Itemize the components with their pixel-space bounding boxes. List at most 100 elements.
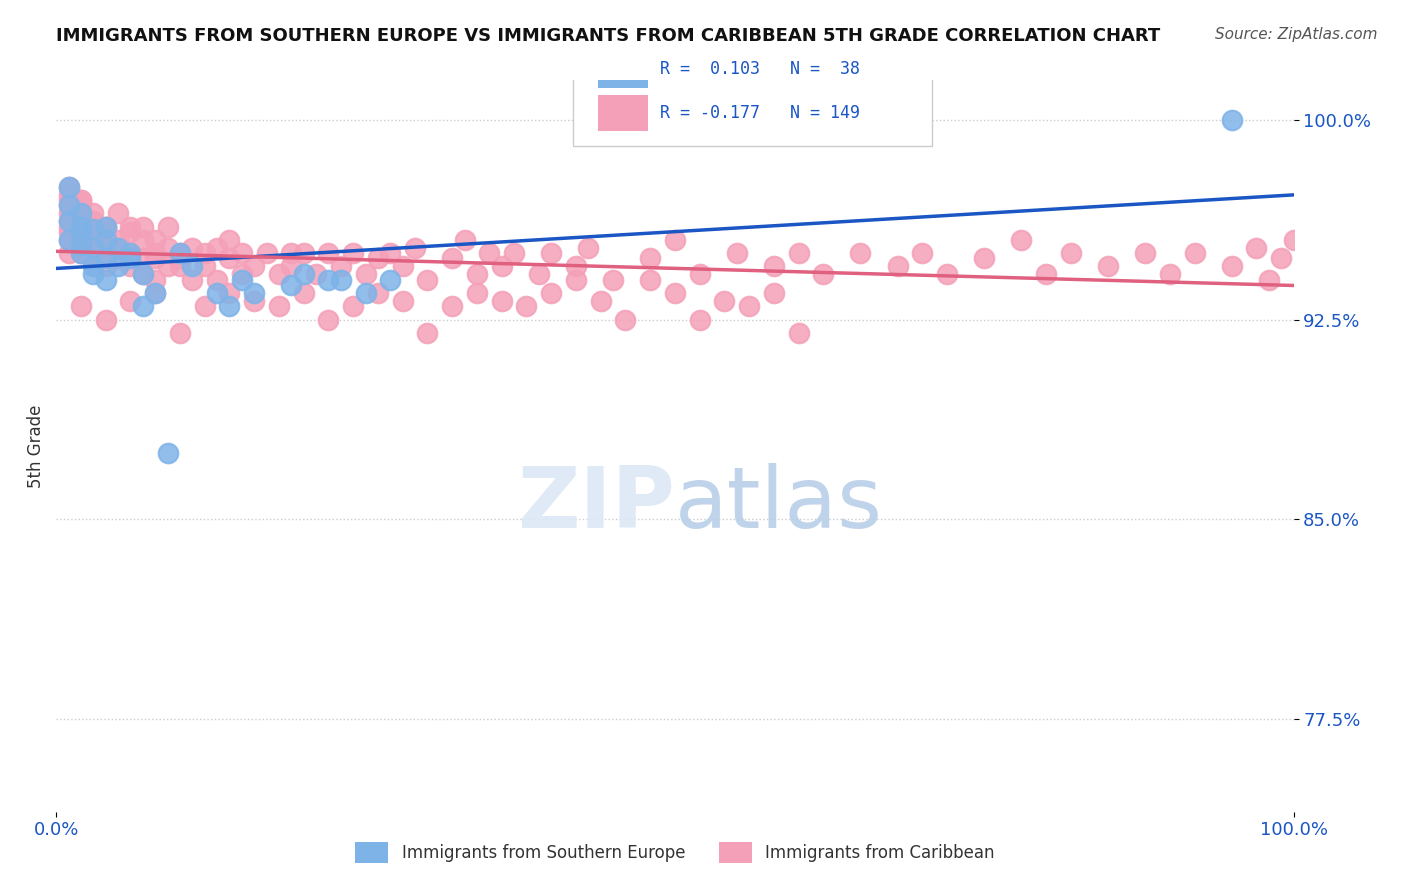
Point [82, 246, 104, 260]
Point [58, 206, 80, 220]
Point [132, 219, 155, 234]
Point [94, 260, 117, 274]
Point [664, 286, 686, 301]
Point [120, 246, 142, 260]
Point [787, 246, 810, 260]
Point [58, 214, 80, 228]
Point [70, 225, 93, 239]
Point [70, 246, 93, 260]
Text: Source: ZipAtlas.com: Source: ZipAtlas.com [1215, 27, 1378, 42]
Point [886, 260, 908, 274]
Point [478, 246, 501, 260]
Point [82, 206, 104, 220]
Point [329, 260, 352, 274]
Point [565, 260, 588, 274]
Point [58, 193, 80, 207]
Point [267, 299, 290, 313]
Point [1097, 260, 1119, 274]
Point [156, 260, 179, 274]
Point [70, 193, 93, 207]
Point [280, 260, 302, 274]
Point [231, 268, 253, 282]
Point [280, 278, 302, 293]
Point [318, 246, 340, 260]
Text: R =  0.103   N =  38: R = 0.103 N = 38 [659, 61, 860, 78]
Point [1270, 252, 1292, 266]
Point [416, 326, 439, 340]
Point [58, 246, 80, 260]
Point [1060, 246, 1083, 260]
Point [82, 260, 104, 274]
Point [194, 260, 217, 274]
Point [849, 246, 872, 260]
Point [787, 326, 810, 340]
Point [218, 233, 240, 247]
Point [82, 233, 104, 247]
Point [243, 286, 266, 301]
Point [107, 241, 129, 255]
Point [132, 233, 155, 247]
Point [132, 268, 155, 282]
Point [911, 246, 934, 260]
Point [689, 268, 711, 282]
Point [70, 193, 93, 207]
Point [94, 273, 117, 287]
Point [120, 225, 142, 239]
Point [70, 206, 93, 220]
Point [120, 260, 142, 274]
Point [503, 246, 526, 260]
Point [614, 312, 637, 326]
Point [156, 241, 179, 255]
Text: atlas: atlas [675, 463, 883, 546]
Point [169, 252, 191, 266]
Point [1257, 273, 1279, 287]
Point [602, 273, 624, 287]
Point [1133, 246, 1156, 260]
Point [342, 299, 364, 313]
Point [441, 299, 464, 313]
Point [82, 222, 104, 236]
Point [143, 252, 166, 266]
Text: ZIP: ZIP [517, 463, 675, 546]
Point [354, 286, 377, 301]
Point [391, 260, 413, 274]
Point [1282, 233, 1305, 247]
Point [58, 198, 80, 212]
Point [58, 179, 80, 194]
Point [256, 246, 278, 260]
Point [465, 286, 488, 301]
Point [391, 293, 413, 308]
Point [82, 241, 104, 255]
Point [70, 206, 93, 220]
Point [94, 252, 117, 266]
Point [218, 252, 240, 266]
Point [813, 268, 835, 282]
Point [94, 233, 117, 247]
Point [194, 299, 217, 313]
Text: IMMIGRANTS FROM SOUTHERN EUROPE VS IMMIGRANTS FROM CARIBBEAN 5TH GRADE CORRELATI: IMMIGRANTS FROM SOUTHERN EUROPE VS IMMIG… [56, 27, 1160, 45]
Point [292, 268, 315, 282]
Point [491, 293, 513, 308]
Point [58, 233, 80, 247]
Point [120, 246, 142, 260]
Point [107, 260, 129, 274]
Point [305, 268, 328, 282]
Point [181, 273, 204, 287]
Point [540, 246, 562, 260]
Point [231, 246, 253, 260]
Point [218, 299, 240, 313]
Point [94, 225, 117, 239]
Legend: Immigrants from Southern Europe, Immigrants from Caribbean: Immigrants from Southern Europe, Immigra… [349, 836, 1001, 869]
Point [94, 312, 117, 326]
Point [132, 252, 155, 266]
Point [205, 273, 228, 287]
Point [453, 233, 475, 247]
Point [205, 286, 228, 301]
Point [169, 246, 191, 260]
Point [936, 268, 959, 282]
Point [58, 198, 80, 212]
Point [82, 268, 104, 282]
Point [143, 233, 166, 247]
Point [94, 219, 117, 234]
Point [120, 219, 142, 234]
